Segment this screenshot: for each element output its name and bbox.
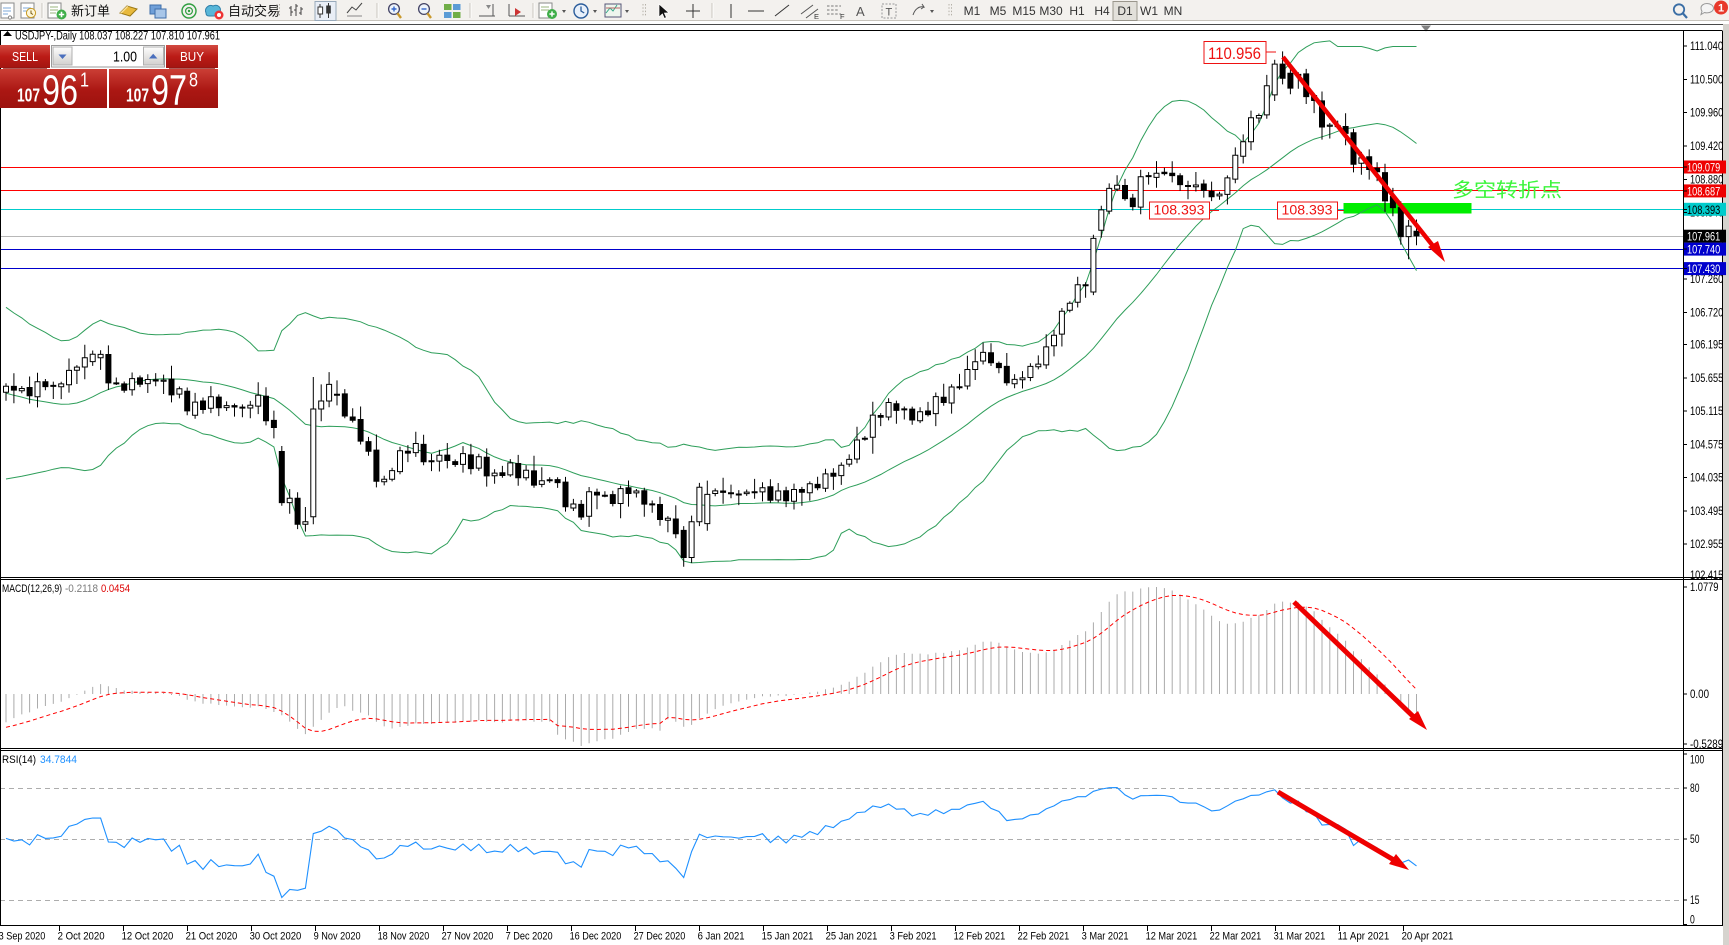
- svg-text:107.740: 107.740: [1687, 245, 1720, 257]
- svg-text:M5: M5: [990, 4, 1007, 18]
- svg-text:9 Nov 2020: 9 Nov 2020: [314, 931, 361, 943]
- svg-text:27 Nov 2020: 27 Nov 2020: [442, 931, 494, 943]
- svg-text:107.430: 107.430: [1687, 264, 1720, 276]
- svg-text:108.880: 108.880: [1690, 174, 1723, 186]
- svg-text:15: 15: [1690, 895, 1700, 907]
- svg-text:1.00: 1.00: [113, 49, 137, 66]
- svg-text:107.260: 107.260: [1690, 274, 1723, 286]
- svg-text:1.0779: 1.0779: [1690, 582, 1719, 594]
- svg-text:MACD(12,26,9): MACD(12,26,9): [2, 583, 62, 595]
- svg-text:16 Dec 2020: 16 Dec 2020: [570, 931, 622, 943]
- svg-text:109.420: 109.420: [1690, 141, 1723, 153]
- svg-text:M1: M1: [964, 4, 981, 18]
- svg-text:11 Apr 2021: 11 Apr 2021: [1338, 931, 1390, 943]
- svg-text:107: 107: [126, 85, 149, 106]
- svg-text:109.079: 109.079: [1687, 163, 1720, 175]
- svg-text:0.0454: 0.0454: [101, 583, 130, 595]
- svg-text:102.415: 102.415: [1690, 570, 1723, 582]
- svg-text:31 Mar 2021: 31 Mar 2021: [1274, 931, 1326, 943]
- svg-text:6 Jan 2021: 6 Jan 2021: [698, 931, 745, 943]
- svg-text:22 Feb 2021: 22 Feb 2021: [1018, 931, 1070, 943]
- svg-text:E: E: [814, 12, 819, 21]
- svg-text:T: T: [886, 7, 893, 19]
- svg-text:96: 96: [42, 67, 78, 111]
- svg-text:111.040: 111.040: [1690, 41, 1723, 53]
- svg-text:108.393: 108.393: [1154, 202, 1205, 218]
- svg-text:100: 100: [1690, 755, 1704, 767]
- svg-text:-0.5289: -0.5289: [1690, 739, 1723, 751]
- svg-text:108.393: 108.393: [1687, 205, 1720, 217]
- svg-text:8: 8: [189, 70, 198, 92]
- svg-text:1: 1: [80, 70, 89, 92]
- svg-text:107: 107: [17, 85, 40, 106]
- svg-text:USDJPY-,Daily 108.037 108.227: USDJPY-,Daily 108.037 108.227 107.810 10…: [15, 29, 220, 43]
- svg-text:107.961: 107.961: [1687, 232, 1720, 244]
- svg-text:109.960: 109.960: [1690, 108, 1723, 120]
- svg-text:80: 80: [1690, 783, 1700, 795]
- svg-text:27 Dec 2020: 27 Dec 2020: [634, 931, 686, 943]
- svg-text:34.7844: 34.7844: [40, 754, 77, 766]
- svg-text:RSI(14): RSI(14): [2, 754, 36, 766]
- svg-text:-0.2118: -0.2118: [65, 583, 98, 595]
- svg-text:7 Dec 2020: 7 Dec 2020: [506, 931, 553, 943]
- svg-text:25 Jan 2021: 25 Jan 2021: [826, 931, 878, 943]
- svg-text:0: 0: [1690, 915, 1695, 927]
- svg-text:21 Oct 2020: 21 Oct 2020: [186, 931, 238, 943]
- svg-text:18 Nov 2020: 18 Nov 2020: [378, 931, 430, 943]
- svg-text:104.575: 104.575: [1690, 439, 1723, 451]
- svg-text:F: F: [840, 12, 845, 21]
- svg-text:50: 50: [1690, 834, 1700, 846]
- svg-text:SELL: SELL: [12, 49, 38, 64]
- svg-text:110.956: 110.956: [1208, 44, 1261, 63]
- svg-text:106.195: 106.195: [1690, 340, 1723, 352]
- svg-text:102.955: 102.955: [1690, 539, 1723, 551]
- svg-text:105.655: 105.655: [1690, 373, 1723, 385]
- svg-text:30 Oct 2020: 30 Oct 2020: [250, 931, 302, 943]
- svg-text:MN: MN: [1164, 4, 1183, 18]
- svg-text:H1: H1: [1069, 4, 1085, 18]
- svg-text:M15: M15: [1012, 4, 1036, 18]
- svg-text:M30: M30: [1039, 4, 1063, 18]
- svg-text:12 Feb 2021: 12 Feb 2021: [954, 931, 1006, 943]
- svg-text:W1: W1: [1140, 4, 1158, 18]
- svg-text:108.393: 108.393: [1282, 202, 1333, 218]
- svg-text:22 Mar 2021: 22 Mar 2021: [1210, 931, 1262, 943]
- svg-text:105.115: 105.115: [1690, 406, 1723, 418]
- svg-text:104.035: 104.035: [1690, 473, 1723, 485]
- svg-text:108.687: 108.687: [1687, 186, 1720, 198]
- svg-text:0.00: 0.00: [1690, 689, 1709, 701]
- svg-text:2 Oct 2020: 2 Oct 2020: [58, 931, 105, 943]
- svg-text:新订单: 新订单: [71, 4, 110, 19]
- svg-text:H4: H4: [1094, 4, 1110, 18]
- svg-text:自动交易: 自动交易: [228, 4, 280, 19]
- svg-text:106.720: 106.720: [1690, 307, 1723, 319]
- svg-text:97: 97: [151, 67, 187, 111]
- svg-text:23 Sep 2020: 23 Sep 2020: [0, 931, 45, 943]
- svg-text:110.500: 110.500: [1690, 75, 1723, 87]
- svg-text:3 Feb 2021: 3 Feb 2021: [890, 931, 937, 943]
- svg-text:12 Oct 2020: 12 Oct 2020: [122, 931, 174, 943]
- svg-text:D1: D1: [1117, 4, 1133, 18]
- svg-text:103.495: 103.495: [1690, 506, 1723, 518]
- svg-text:A: A: [856, 4, 865, 19]
- svg-text:3 Mar 2021: 3 Mar 2021: [1082, 931, 1129, 943]
- svg-text:BUY: BUY: [180, 49, 204, 64]
- svg-text:15 Jan 2021: 15 Jan 2021: [762, 931, 814, 943]
- svg-text:1: 1: [1718, 3, 1724, 15]
- svg-text:多空转折点: 多空转折点: [1452, 180, 1562, 202]
- svg-text:12 Mar 2021: 12 Mar 2021: [1146, 931, 1198, 943]
- svg-text:20 Apr 2021: 20 Apr 2021: [1402, 931, 1454, 943]
